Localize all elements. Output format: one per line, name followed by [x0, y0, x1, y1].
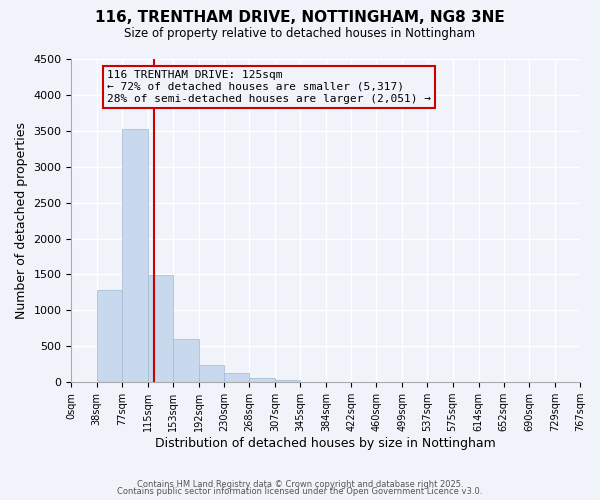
Text: Contains HM Land Registry data © Crown copyright and database right 2025.: Contains HM Land Registry data © Crown c…: [137, 480, 463, 489]
Bar: [249, 378, 275, 382]
Y-axis label: Number of detached properties: Number of detached properties: [15, 122, 28, 319]
Bar: [148, 275, 173, 382]
X-axis label: Distribution of detached houses by size in Nottingham: Distribution of detached houses by size …: [155, 437, 496, 450]
Bar: [199, 364, 224, 382]
Bar: [173, 339, 199, 382]
Bar: [275, 380, 300, 382]
Bar: [97, 290, 122, 382]
Bar: [224, 373, 249, 382]
Text: 116, TRENTHAM DRIVE, NOTTINGHAM, NG8 3NE: 116, TRENTHAM DRIVE, NOTTINGHAM, NG8 3NE: [95, 10, 505, 25]
Text: Size of property relative to detached houses in Nottingham: Size of property relative to detached ho…: [124, 28, 476, 40]
Text: Contains public sector information licensed under the Open Government Licence v3: Contains public sector information licen…: [118, 487, 482, 496]
Text: 116 TRENTHAM DRIVE: 125sqm
← 72% of detached houses are smaller (5,317)
28% of s: 116 TRENTHAM DRIVE: 125sqm ← 72% of deta…: [107, 70, 431, 104]
Bar: [122, 128, 148, 382]
